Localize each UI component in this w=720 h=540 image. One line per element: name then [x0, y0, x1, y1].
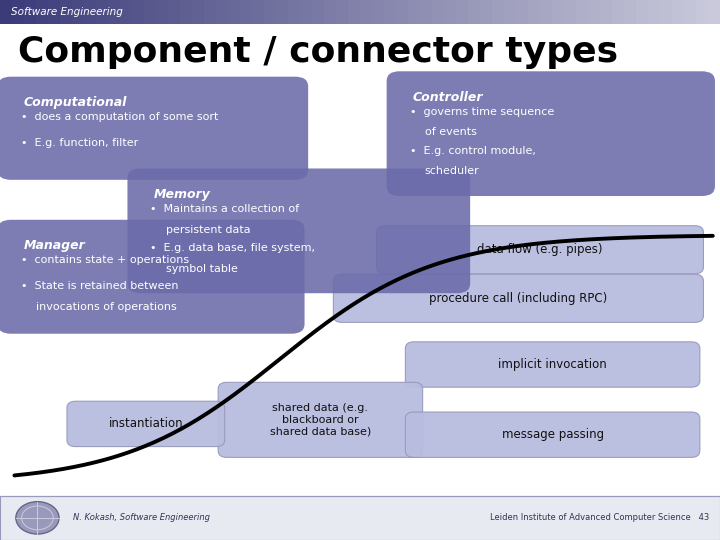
- FancyBboxPatch shape: [480, 0, 493, 24]
- FancyBboxPatch shape: [84, 0, 97, 24]
- FancyBboxPatch shape: [0, 496, 720, 540]
- FancyBboxPatch shape: [132, 0, 145, 24]
- FancyBboxPatch shape: [588, 0, 601, 24]
- Text: •  E.g. control module,: • E.g. control module,: [410, 146, 536, 156]
- FancyBboxPatch shape: [348, 0, 361, 24]
- FancyBboxPatch shape: [684, 0, 698, 24]
- Text: scheduler: scheduler: [425, 166, 480, 177]
- FancyBboxPatch shape: [552, 0, 565, 24]
- FancyBboxPatch shape: [360, 0, 374, 24]
- Text: persistent data: persistent data: [166, 225, 251, 235]
- FancyBboxPatch shape: [432, 0, 446, 24]
- FancyBboxPatch shape: [67, 401, 225, 447]
- FancyBboxPatch shape: [336, 0, 349, 24]
- FancyBboxPatch shape: [372, 0, 385, 24]
- FancyBboxPatch shape: [660, 0, 673, 24]
- Text: •  E.g. data base, file system,: • E.g. data base, file system,: [150, 243, 315, 253]
- FancyBboxPatch shape: [324, 0, 338, 24]
- FancyBboxPatch shape: [624, 0, 637, 24]
- FancyBboxPatch shape: [168, 0, 181, 24]
- FancyBboxPatch shape: [0, 0, 14, 24]
- Text: N. Kokash, Software Engineering: N. Kokash, Software Engineering: [73, 514, 210, 522]
- Text: Leiden Institute of Advanced Computer Science   43: Leiden Institute of Advanced Computer Sc…: [490, 514, 709, 522]
- Text: shared data (e.g.
blackboard or
shared data base): shared data (e.g. blackboard or shared d…: [270, 403, 371, 436]
- Text: instantiation: instantiation: [109, 417, 183, 430]
- FancyBboxPatch shape: [516, 0, 529, 24]
- FancyBboxPatch shape: [60, 0, 73, 24]
- Circle shape: [16, 502, 59, 534]
- FancyBboxPatch shape: [48, 0, 61, 24]
- FancyBboxPatch shape: [216, 0, 230, 24]
- FancyBboxPatch shape: [612, 0, 626, 24]
- FancyBboxPatch shape: [492, 0, 505, 24]
- FancyBboxPatch shape: [144, 0, 158, 24]
- Text: of events: of events: [425, 127, 477, 138]
- Text: data flow (e.g. pipes): data flow (e.g. pipes): [477, 243, 603, 256]
- FancyBboxPatch shape: [127, 168, 470, 293]
- FancyBboxPatch shape: [72, 0, 86, 24]
- FancyBboxPatch shape: [252, 0, 266, 24]
- Text: Memory: Memory: [153, 188, 210, 201]
- FancyBboxPatch shape: [528, 0, 541, 24]
- FancyBboxPatch shape: [387, 71, 715, 196]
- FancyBboxPatch shape: [192, 0, 205, 24]
- FancyBboxPatch shape: [108, 0, 122, 24]
- FancyBboxPatch shape: [405, 412, 700, 457]
- FancyBboxPatch shape: [708, 0, 720, 24]
- FancyBboxPatch shape: [420, 0, 433, 24]
- Text: Software Engineering: Software Engineering: [11, 7, 122, 17]
- FancyBboxPatch shape: [204, 0, 217, 24]
- FancyBboxPatch shape: [600, 0, 613, 24]
- FancyBboxPatch shape: [377, 226, 703, 274]
- FancyBboxPatch shape: [396, 0, 410, 24]
- FancyBboxPatch shape: [120, 0, 133, 24]
- FancyBboxPatch shape: [240, 0, 253, 24]
- FancyBboxPatch shape: [405, 342, 700, 387]
- Text: implicit invocation: implicit invocation: [498, 358, 607, 371]
- FancyBboxPatch shape: [0, 220, 305, 334]
- FancyBboxPatch shape: [276, 0, 289, 24]
- Text: Computational: Computational: [24, 96, 127, 109]
- Text: Manager: Manager: [24, 239, 86, 252]
- FancyBboxPatch shape: [696, 0, 709, 24]
- FancyBboxPatch shape: [0, 77, 308, 180]
- FancyBboxPatch shape: [180, 0, 194, 24]
- FancyBboxPatch shape: [672, 0, 685, 24]
- Text: •  Maintains a collection of: • Maintains a collection of: [150, 204, 300, 214]
- FancyBboxPatch shape: [564, 0, 577, 24]
- FancyBboxPatch shape: [408, 0, 421, 24]
- FancyBboxPatch shape: [504, 0, 518, 24]
- FancyBboxPatch shape: [24, 0, 37, 24]
- Text: procedure call (including RPC): procedure call (including RPC): [429, 292, 608, 305]
- Text: •  State is retained between: • State is retained between: [21, 281, 179, 292]
- FancyBboxPatch shape: [312, 0, 325, 24]
- FancyBboxPatch shape: [333, 274, 703, 322]
- FancyBboxPatch shape: [576, 0, 590, 24]
- FancyBboxPatch shape: [540, 0, 554, 24]
- Text: invocations of operations: invocations of operations: [36, 302, 176, 312]
- FancyBboxPatch shape: [384, 0, 397, 24]
- Text: •  contains state + operations: • contains state + operations: [21, 255, 189, 266]
- Text: •  governs time sequence: • governs time sequence: [410, 107, 554, 117]
- FancyBboxPatch shape: [648, 0, 662, 24]
- FancyBboxPatch shape: [468, 0, 482, 24]
- FancyBboxPatch shape: [288, 0, 302, 24]
- FancyBboxPatch shape: [12, 0, 25, 24]
- FancyBboxPatch shape: [456, 0, 469, 24]
- FancyBboxPatch shape: [228, 0, 241, 24]
- FancyBboxPatch shape: [96, 0, 109, 24]
- Text: message passing: message passing: [502, 428, 603, 441]
- Text: Component / connector types: Component / connector types: [18, 35, 618, 69]
- FancyBboxPatch shape: [218, 382, 423, 457]
- Text: •  E.g. function, filter: • E.g. function, filter: [21, 138, 138, 149]
- FancyBboxPatch shape: [444, 0, 457, 24]
- Text: Controller: Controller: [413, 91, 483, 104]
- FancyBboxPatch shape: [36, 0, 50, 24]
- FancyBboxPatch shape: [264, 0, 277, 24]
- FancyBboxPatch shape: [156, 0, 169, 24]
- FancyBboxPatch shape: [636, 0, 649, 24]
- FancyBboxPatch shape: [300, 0, 313, 24]
- Text: symbol table: symbol table: [166, 264, 238, 274]
- Text: •  does a computation of some sort: • does a computation of some sort: [21, 112, 218, 123]
